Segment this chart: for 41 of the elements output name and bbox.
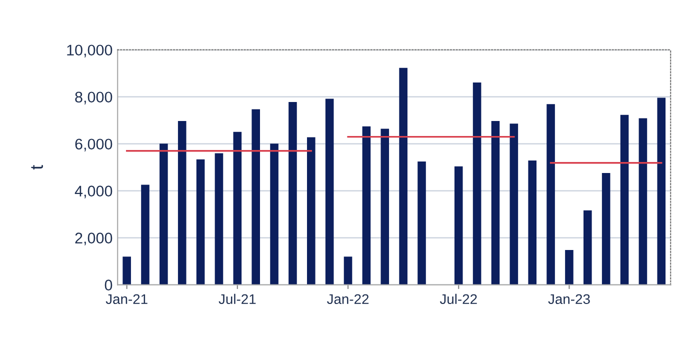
bar: [638, 118, 648, 285]
bar: [602, 172, 610, 285]
bar: [325, 98, 334, 285]
y-tick-label: 10,000: [67, 44, 112, 58]
bar: [528, 160, 536, 285]
bar: [380, 128, 390, 285]
bar: [160, 144, 168, 285]
y-tick-label: 0: [104, 280, 112, 290]
x-tick-label: Jan-23: [548, 294, 590, 304]
bar: [418, 161, 426, 285]
bar: [399, 68, 408, 285]
y-axis-title: t: [31, 164, 43, 170]
bar: [454, 166, 463, 285]
y-tick-label: 4,000: [74, 186, 112, 198]
bar: [307, 137, 316, 285]
y-tick-label: 2,000: [75, 232, 112, 246]
bar: [270, 144, 278, 285]
bar: [565, 250, 574, 285]
y-tick-label: 6,000: [75, 138, 112, 152]
y-tick-label: 8,000: [75, 92, 112, 104]
bar: [362, 126, 371, 285]
bar: [657, 98, 666, 285]
bar: [584, 210, 592, 285]
bar: [546, 104, 555, 285]
bar: [344, 256, 352, 285]
x-tick-label: Jan-22: [327, 294, 369, 304]
bar: [472, 82, 482, 285]
bar: [178, 121, 186, 285]
bar: [214, 153, 224, 285]
bar: [252, 109, 260, 285]
bar: [620, 114, 629, 285]
bar: [233, 132, 242, 285]
x-tick-label: Jul-22: [440, 294, 477, 304]
bar: [141, 184, 150, 285]
bar: [510, 124, 518, 285]
bar: [122, 256, 131, 285]
bar: [288, 102, 297, 285]
bar: [196, 159, 205, 285]
x-tick-label: Jul-21: [218, 294, 256, 304]
x-tick-label: Jan-21: [106, 294, 148, 304]
bar: [491, 121, 500, 285]
